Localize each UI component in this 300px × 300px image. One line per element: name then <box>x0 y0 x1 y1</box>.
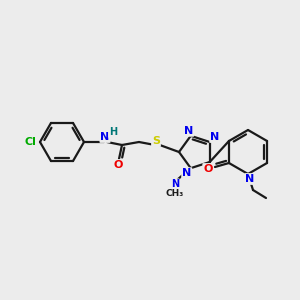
Text: H: H <box>109 127 117 137</box>
Text: O: O <box>203 164 213 174</box>
Text: N: N <box>100 132 109 142</box>
Text: S: S <box>152 136 160 146</box>
Text: N: N <box>182 168 191 178</box>
Text: N: N <box>210 132 219 142</box>
Text: N: N <box>245 174 255 184</box>
Text: N: N <box>184 126 194 136</box>
Text: Cl: Cl <box>24 137 36 147</box>
Text: N: N <box>171 179 179 189</box>
Text: CH₃: CH₃ <box>166 189 184 198</box>
Text: O: O <box>113 160 123 170</box>
